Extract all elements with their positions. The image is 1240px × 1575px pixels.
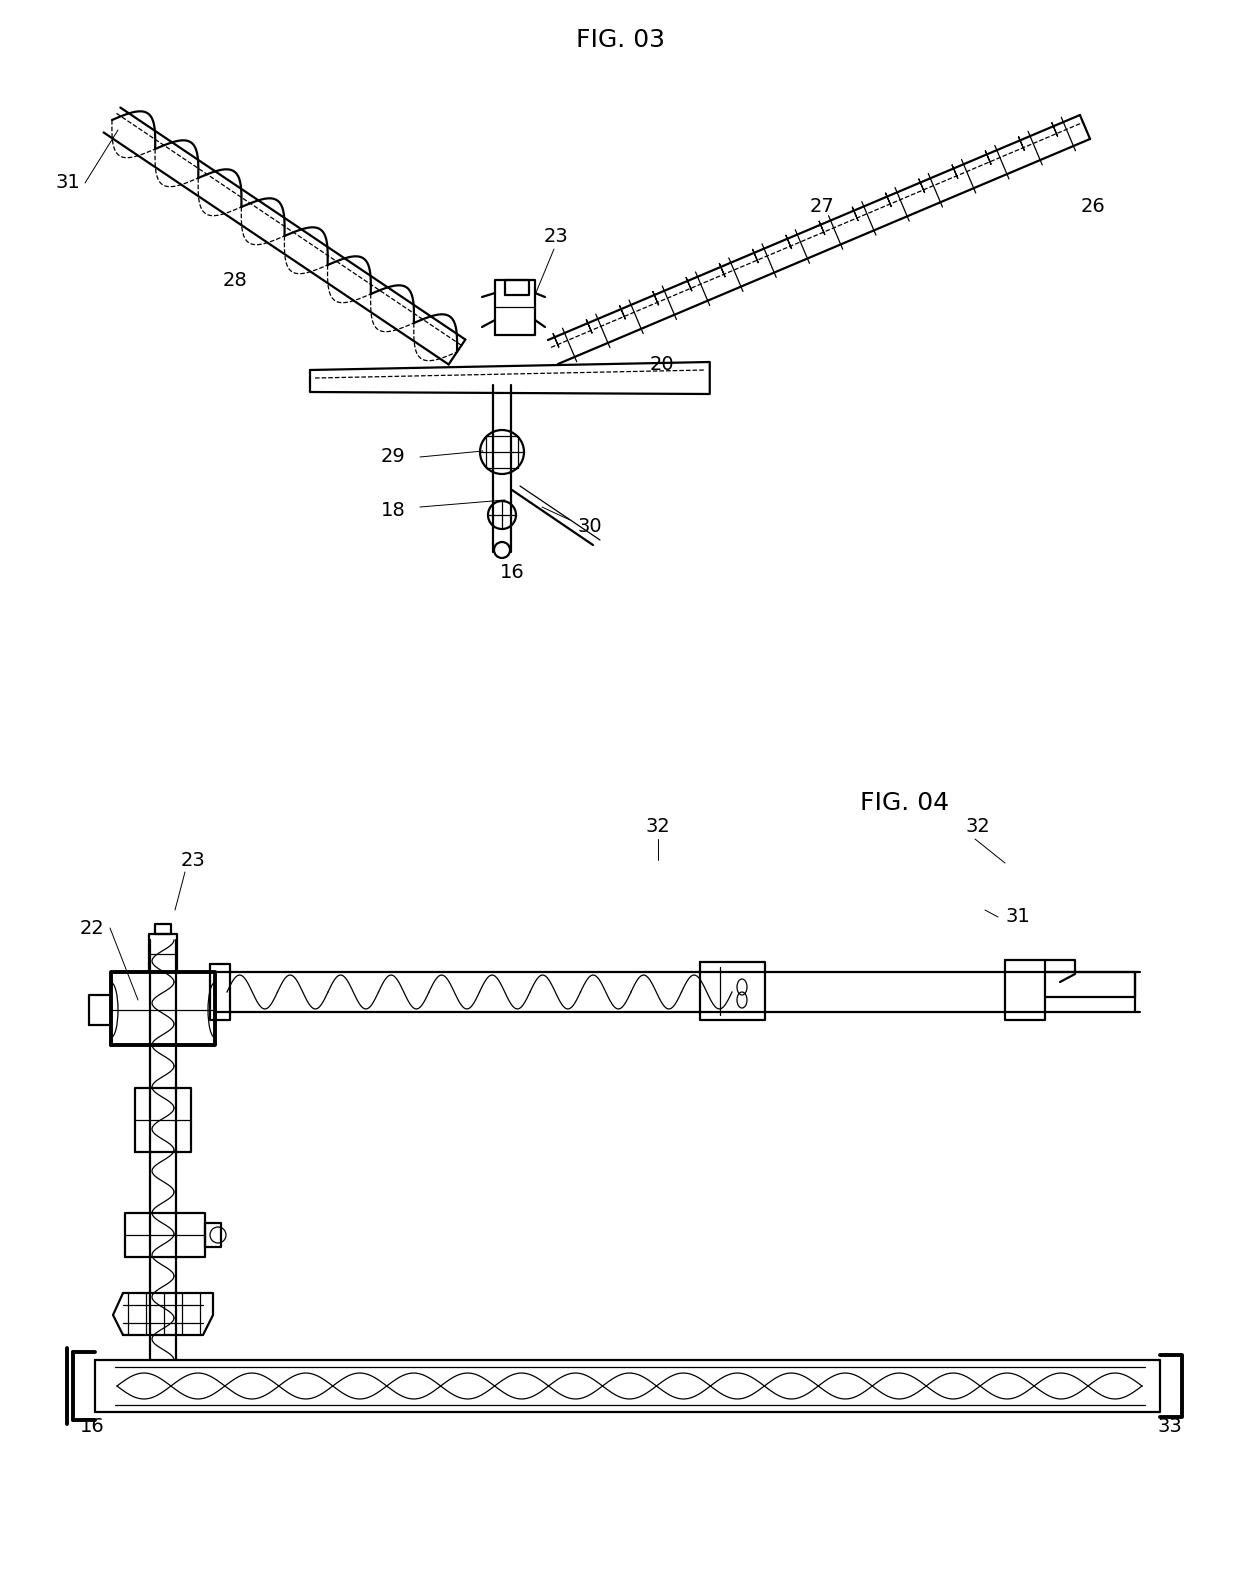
Text: 28: 28 — [223, 271, 247, 290]
Text: 22: 22 — [79, 918, 104, 937]
Text: 30: 30 — [578, 518, 603, 537]
Text: 29: 29 — [381, 447, 405, 466]
Text: 27: 27 — [810, 197, 835, 216]
Text: 33: 33 — [1158, 1418, 1183, 1436]
Text: 31: 31 — [56, 173, 81, 192]
Text: 32: 32 — [646, 817, 671, 836]
Text: 18: 18 — [381, 501, 405, 520]
Text: FIG. 03: FIG. 03 — [575, 28, 665, 52]
Text: 32: 32 — [966, 817, 991, 836]
Text: 26: 26 — [1080, 197, 1105, 216]
Text: 20: 20 — [650, 356, 675, 375]
Text: 23: 23 — [181, 850, 206, 869]
Text: 23: 23 — [543, 227, 568, 247]
Text: 16: 16 — [79, 1418, 104, 1436]
Text: 31: 31 — [1006, 907, 1030, 926]
Text: FIG. 04: FIG. 04 — [861, 791, 950, 814]
Text: 16: 16 — [500, 564, 525, 583]
